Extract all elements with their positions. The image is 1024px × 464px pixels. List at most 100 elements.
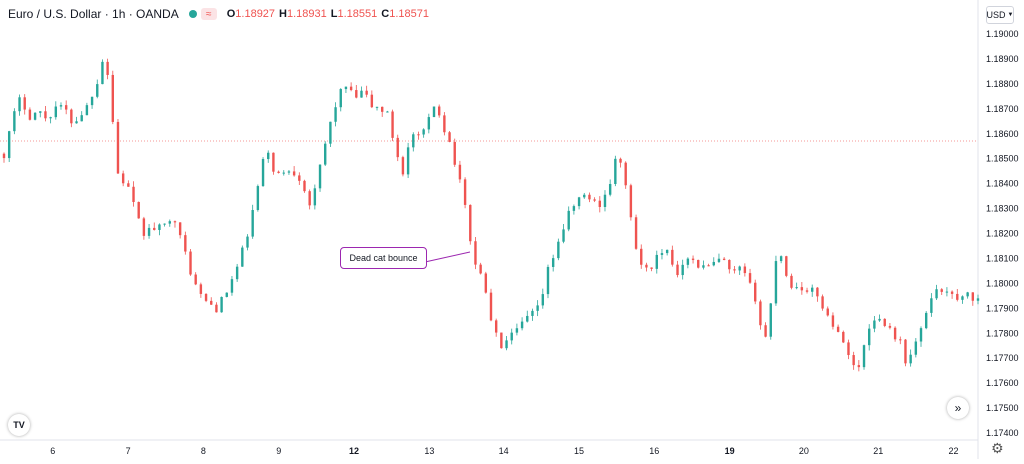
candle-body: [215, 304, 218, 313]
candle-body: [686, 258, 690, 265]
candle-body: [33, 112, 37, 120]
candle-body: [401, 157, 405, 175]
candle-body: [505, 340, 508, 349]
price-tick-label: 1.18400: [986, 179, 1019, 189]
candle-body: [458, 164, 462, 180]
candle-body: [432, 106, 436, 118]
candle-body: [412, 134, 415, 148]
callout-text: Dead cat bounce: [349, 253, 418, 263]
candle-body: [241, 247, 244, 267]
candle-body: [116, 121, 120, 174]
candle-body: [583, 194, 586, 198]
candle-body: [121, 173, 125, 184]
candle-body: [665, 249, 669, 254]
symbol-title[interactable]: Euro / U.S. Dollar · 1h · OANDA: [8, 7, 179, 21]
candle-body: [406, 147, 410, 175]
candle-body: [474, 241, 477, 265]
candle-body: [147, 227, 151, 236]
price-tick-label: 1.19000: [986, 29, 1019, 39]
candle-body: [422, 129, 425, 135]
data-delay-icon[interactable]: ≈: [200, 8, 217, 20]
scroll-to-realtime-icon[interactable]: »: [947, 397, 969, 419]
time-tick-label: 13: [424, 446, 434, 456]
candle-body: [220, 296, 223, 313]
time-tick-label: 14: [499, 446, 509, 456]
candle-body: [28, 109, 32, 120]
candle-body: [650, 267, 653, 269]
candle-body: [526, 315, 529, 322]
candle-body: [355, 90, 358, 98]
candle-body: [831, 315, 835, 327]
candle-body: [292, 171, 296, 176]
time-tick-label: 9: [276, 446, 281, 456]
candle-body: [702, 265, 705, 268]
candle-body: [184, 235, 187, 252]
candle-body: [484, 273, 488, 293]
candle-body: [930, 298, 933, 313]
candle-body: [608, 183, 612, 195]
candle-body: [210, 300, 213, 305]
candle-body: [769, 303, 772, 337]
candle-body: [339, 89, 342, 108]
logo-text: TV: [13, 420, 25, 430]
candle-body: [427, 117, 431, 130]
candle-body: [360, 90, 363, 98]
candle-body: [681, 264, 684, 276]
candle-body: [18, 97, 21, 112]
candle-body: [919, 328, 923, 342]
candle-body: [790, 275, 793, 288]
settings-gear-icon[interactable]: ⚙: [991, 440, 1004, 456]
candle-body: [318, 164, 322, 189]
price-tick-label: 1.18900: [986, 54, 1019, 64]
currency-selector[interactable]: USD ▼: [986, 6, 1014, 24]
ohlc-high: H1.18931: [279, 8, 327, 20]
time-tick-label: 15: [574, 446, 584, 456]
candle-body: [826, 308, 829, 316]
candle-body: [386, 111, 389, 113]
candle-body: [417, 134, 420, 136]
candle-body: [96, 84, 99, 97]
market-status-icon: [188, 10, 197, 18]
candle-body: [44, 111, 47, 119]
candle-body: [349, 86, 353, 91]
candle-body: [199, 284, 203, 294]
currency-label: USD: [986, 10, 1006, 20]
candle-body: [23, 97, 26, 110]
close-prefix: C: [381, 8, 390, 20]
ohlc-close: C1.18571: [381, 8, 429, 20]
candle-body: [2, 153, 6, 159]
candle-body: [7, 131, 11, 159]
candle-body: [448, 132, 451, 142]
candle-body: [90, 96, 94, 106]
candle-body: [935, 289, 938, 299]
candle-body: [893, 327, 897, 340]
candle-body: [546, 266, 550, 295]
candle-body: [510, 332, 513, 341]
candle-body: [168, 221, 171, 224]
candle-body: [577, 197, 581, 207]
candle-body: [344, 86, 348, 90]
candle-body: [567, 210, 570, 230]
time-tick-label: 19: [725, 446, 735, 456]
candle-body: [469, 204, 472, 242]
candle-body: [127, 183, 130, 187]
dead-cat-bounce-callout[interactable]: Dead cat bounce: [340, 247, 427, 269]
tradingview-logo-icon[interactable]: TV: [8, 414, 30, 436]
candle-body: [365, 90, 368, 95]
candle-body: [878, 318, 881, 321]
candle-body: [515, 328, 519, 333]
price-tick-label: 1.18200: [986, 229, 1019, 239]
time-axis[interactable]: 6 7 8 9 12 13 14 15 16 19 20 21 22: [50, 446, 958, 456]
time-tick-label: 16: [649, 446, 659, 456]
time-tick-label: 22: [949, 446, 959, 456]
candle-body: [396, 137, 399, 158]
price-axis[interactable]: 1.19000 1.18900 1.18800 1.18700 1.18600 1.185…: [986, 29, 1019, 438]
candle-body: [370, 94, 374, 108]
candle-body: [847, 342, 850, 356]
candle-body: [862, 345, 866, 368]
candle-body: [904, 339, 907, 364]
candle-body: [531, 310, 534, 316]
candle-body: [80, 115, 83, 122]
